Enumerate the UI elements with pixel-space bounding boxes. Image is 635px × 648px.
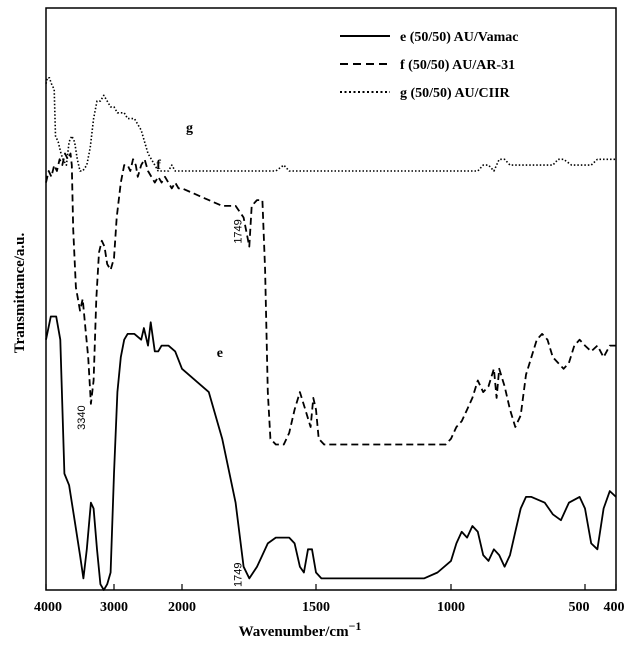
annotation-f-1749: 1749 <box>232 219 244 243</box>
x-tick-label-1500: 1500 <box>302 600 330 615</box>
series-e-line <box>45 315 617 591</box>
legend-text-e: e (50/50) AU/Vamac <box>400 30 518 45</box>
curve-label-e: e <box>217 346 223 361</box>
x-axis-title: Wavenumber/cm−1 <box>239 619 362 640</box>
annotation-f-3340: 3340 <box>76 405 88 429</box>
legend-text-g: g (50/50) AU/CIIR <box>400 86 511 101</box>
legend-text-f: f (50/50) AU/AR-31 <box>400 58 515 73</box>
x-axis-title-text: Wavenumber/cm <box>239 624 349 640</box>
curve-labels: e f g <box>156 121 223 361</box>
x-tick-label-1000: 1000 <box>437 600 465 615</box>
x-tick-label-400: 400 <box>604 600 625 615</box>
series-g-line <box>45 77 616 172</box>
x-axis-title-superscript: −1 <box>349 619 362 633</box>
x-tick-label-4000: 4000 <box>34 600 62 615</box>
x-tick-label-3000: 3000 <box>100 600 128 615</box>
series-curves <box>45 77 617 591</box>
plot-frame <box>45 7 617 591</box>
y-axis-title: Transmittance/a.u. <box>12 232 28 353</box>
x-tick-label-2000: 2000 <box>168 600 196 615</box>
curve-label-f: f <box>156 158 161 173</box>
series-f-line <box>45 152 616 446</box>
annotation-e-1749: 1749 <box>232 563 244 587</box>
legend: e (50/50) AU/Vamac f (50/50) AU/AR-31 g (5… <box>340 30 518 101</box>
x-axis-ticks: 4000 3000 2000 1500 1000 500 400 <box>34 584 625 615</box>
peak-annotations: 1749 1749 3340 <box>76 219 244 587</box>
x-tick-label-500: 500 <box>569 600 590 615</box>
curve-label-g: g <box>186 121 193 136</box>
